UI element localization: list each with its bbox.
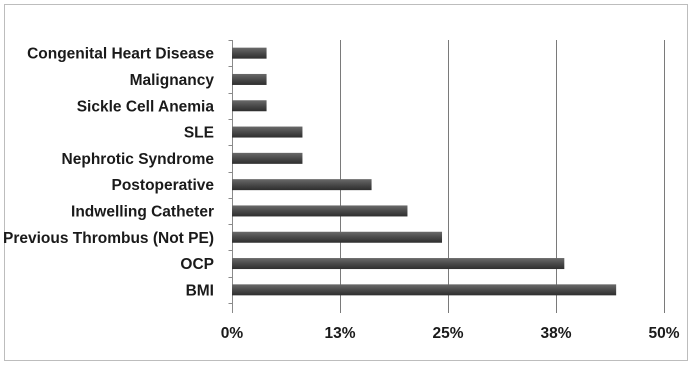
category-label: BMI: [186, 282, 214, 299]
bar: [232, 152, 303, 164]
x-tick-label: 38%: [540, 325, 571, 342]
x-tick-label: 0%: [221, 325, 244, 342]
category-label: Indwelling Catheter: [71, 203, 214, 220]
gridlines: [340, 40, 665, 313]
bar: [232, 284, 617, 296]
bar: [232, 258, 565, 270]
x-tick-label: 25%: [432, 325, 463, 342]
bar: [232, 100, 267, 112]
category-labels: Congenital Heart Disease Malignancy Sickle…: [3, 46, 214, 300]
value-tick-labels: 0% 13% 25% 38% 50%: [221, 325, 680, 342]
bar: [232, 73, 267, 85]
bar: [232, 231, 443, 243]
category-label: Previous Thrombus (Not PE): [3, 230, 214, 247]
category-label: SLE: [184, 125, 214, 142]
bar: [232, 179, 372, 191]
category-axis: [228, 40, 233, 313]
bars: [232, 47, 617, 296]
category-label: OCP: [180, 256, 214, 273]
category-label: Sickle Cell Anemia: [77, 98, 215, 115]
category-label: Postoperative: [111, 177, 214, 194]
x-tick-label: 13%: [324, 325, 355, 342]
category-label: Nephrotic Syndrome: [62, 151, 215, 168]
x-tick-label: 50%: [648, 325, 679, 342]
category-label: Malignancy: [130, 72, 215, 89]
bar: [232, 205, 408, 217]
bar: [232, 126, 303, 138]
bar: [232, 47, 267, 59]
category-label: Congenital Heart Disease: [27, 46, 214, 63]
